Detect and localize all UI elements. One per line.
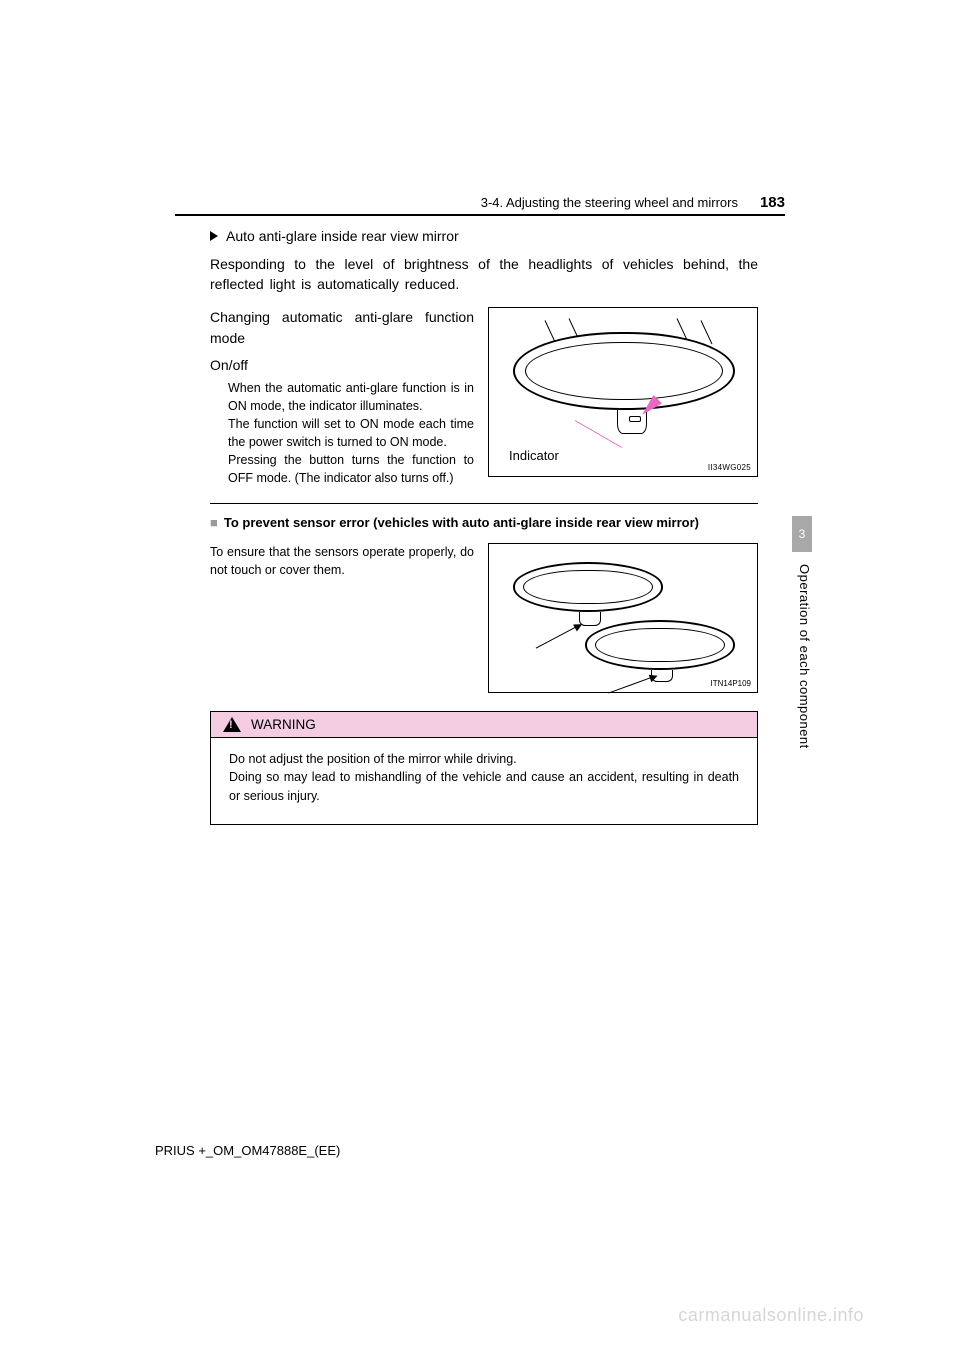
sensor-row: To ensure that the sensors operate prope… <box>210 543 758 693</box>
sensor-subheading: ■ To prevent sensor error (vehicles with… <box>210 514 758 532</box>
page-header: 3-4. Adjusting the steering wheel and mi… <box>175 194 785 211</box>
bullet-title: Auto anti-glare inside rear view mirror <box>226 228 459 244</box>
windshield-line-icon <box>494 535 503 553</box>
mode-left-column: Changing automatic anti-glare function m… <box>210 307 474 488</box>
bullet-heading: Auto anti-glare inside rear view mirror <box>210 228 758 244</box>
mirror-button-icon <box>629 416 641 422</box>
triangle-bullet-icon <box>210 231 218 241</box>
warning-header: WARNING <box>211 712 757 738</box>
page: 3-4. Adjusting the steering wheel and mi… <box>0 0 960 1358</box>
figure-mirror-button: Indicator II34WG025 <box>488 307 758 477</box>
windshield-line-icon <box>495 534 505 553</box>
figure2-code: ITN14P109 <box>711 679 751 688</box>
warning-box: WARNING Do not adjust the position of th… <box>210 711 758 825</box>
mode-description: When the automatic anti-glare function i… <box>210 379 474 488</box>
section-rule <box>210 503 758 504</box>
page-number: 183 <box>760 194 785 211</box>
chapter-tab: 3 <box>792 516 812 552</box>
watermark: carmanualsonline.info <box>678 1305 864 1326</box>
sensor-arrow-icon <box>536 624 581 648</box>
mirror-front-inner-icon <box>523 570 653 604</box>
warning-title: WARNING <box>251 717 316 732</box>
mode-title: Changing automatic anti-glare function m… <box>210 307 474 349</box>
mode-row: Changing automatic anti-glare function m… <box>210 307 758 488</box>
windshield-line-icon <box>494 535 503 553</box>
sensor-text: To ensure that the sensors operate prope… <box>210 543 474 693</box>
sensor-arrow-icon <box>608 675 655 693</box>
indicator-label: Indicator <box>509 448 559 463</box>
mirror-glass-icon <box>525 342 723 400</box>
windshield-line-icon <box>495 534 505 553</box>
chapter-tab-number: 3 <box>799 527 806 541</box>
callout-line-icon <box>575 420 622 448</box>
intro-paragraph: Responding to the level of brightness of… <box>210 254 758 295</box>
content-area: Auto anti-glare inside rear view mirror … <box>210 228 758 825</box>
footer-doc-id: PRIUS +_OM_OM47888E_(EE) <box>155 1143 340 1158</box>
onoff-label: On/off <box>210 357 474 373</box>
figure1-code: II34WG025 <box>708 463 751 472</box>
windshield-line-icon <box>701 320 713 344</box>
mirror-back-inner-icon <box>595 628 725 662</box>
square-bullet-icon: ■ <box>210 514 218 532</box>
figure-sensor: ITN14P109 <box>488 543 758 693</box>
mirror-front-stem-icon <box>579 612 601 626</box>
header-rule <box>175 214 785 216</box>
section-label: 3-4. Adjusting the steering wheel and mi… <box>481 195 738 210</box>
warning-body: Do not adjust the position of the mirror… <box>211 738 757 824</box>
sensor-subheading-text: To prevent sensor error (vehicles with a… <box>224 514 758 532</box>
warning-triangle-icon <box>223 717 241 732</box>
chapter-side-label: Operation of each component <box>792 564 812 749</box>
